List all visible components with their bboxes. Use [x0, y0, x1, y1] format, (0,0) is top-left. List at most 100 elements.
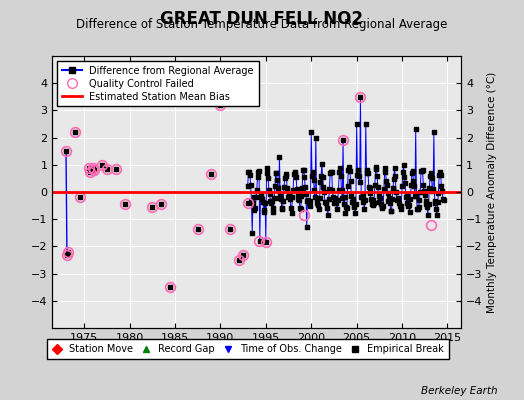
Point — [266, 198, 275, 204]
Point — [330, 200, 338, 206]
Point — [406, 209, 414, 215]
Point — [399, 162, 408, 168]
Y-axis label: Monthly Temperature Anomaly Difference (°C): Monthly Temperature Anomaly Difference (… — [487, 71, 497, 313]
Point — [412, 193, 421, 199]
Point — [335, 168, 343, 175]
Point — [313, 200, 322, 207]
Point — [331, 195, 339, 202]
Point — [390, 164, 399, 171]
Point — [89, 164, 97, 171]
Point — [307, 198, 315, 204]
Point — [394, 197, 402, 203]
Point — [392, 188, 400, 195]
Point — [250, 207, 259, 213]
Point — [268, 198, 276, 204]
Point — [402, 194, 410, 200]
Point — [289, 187, 297, 193]
Point — [286, 195, 294, 202]
Point — [333, 206, 341, 212]
Point — [317, 172, 325, 179]
Point — [263, 165, 271, 172]
Point — [295, 197, 303, 203]
Point — [392, 196, 401, 203]
Point — [157, 201, 166, 208]
Point — [360, 206, 368, 213]
Point — [270, 194, 278, 201]
Point — [271, 183, 279, 190]
Point — [427, 170, 435, 176]
Point — [311, 194, 319, 200]
Point — [256, 238, 264, 244]
Point — [413, 206, 421, 212]
Point — [409, 168, 417, 175]
Point — [379, 203, 387, 209]
Point — [244, 200, 252, 206]
Point — [336, 165, 344, 171]
Point — [319, 184, 328, 190]
Point — [321, 199, 330, 206]
Point — [353, 172, 362, 178]
Point — [356, 94, 365, 100]
Point — [411, 126, 420, 133]
Point — [310, 187, 319, 193]
Point — [329, 194, 337, 200]
Point — [351, 210, 359, 216]
Point — [432, 206, 440, 212]
Point — [372, 164, 380, 171]
Point — [253, 174, 261, 180]
Point — [305, 200, 313, 206]
Point — [268, 204, 277, 211]
Point — [293, 186, 301, 192]
Point — [435, 171, 443, 178]
Point — [345, 164, 353, 170]
Point — [374, 184, 382, 190]
Point — [367, 196, 375, 202]
Point — [62, 148, 70, 154]
Point — [288, 194, 297, 201]
Point — [303, 198, 312, 204]
Point — [307, 129, 315, 135]
Point — [193, 226, 202, 232]
Point — [273, 177, 281, 183]
Point — [421, 201, 430, 207]
Point — [405, 202, 413, 208]
Point — [419, 181, 428, 188]
Point — [389, 176, 398, 182]
Point — [320, 189, 329, 195]
Point — [297, 193, 305, 200]
Point — [414, 206, 422, 212]
Point — [423, 204, 431, 210]
Point — [326, 170, 334, 176]
Point — [282, 170, 290, 177]
Point — [410, 182, 418, 189]
Point — [325, 186, 334, 192]
Point — [414, 204, 423, 210]
Text: Difference of Station Temperature Data from Regional Average: Difference of Station Temperature Data f… — [77, 18, 447, 31]
Point — [350, 203, 358, 210]
Point — [285, 192, 293, 199]
Point — [420, 188, 428, 195]
Point — [244, 169, 253, 175]
Point — [397, 202, 406, 209]
Point — [98, 162, 106, 168]
Point — [293, 192, 302, 199]
Point — [401, 180, 409, 186]
Point — [370, 200, 378, 206]
Point — [386, 200, 394, 206]
Point — [296, 205, 304, 211]
Point — [75, 194, 84, 201]
Point — [387, 208, 395, 214]
Point — [261, 199, 269, 206]
Point — [316, 178, 324, 185]
Point — [377, 201, 385, 207]
Point — [324, 211, 332, 218]
Point — [387, 208, 396, 214]
Point — [287, 205, 295, 211]
Point — [318, 161, 326, 167]
Point — [260, 209, 268, 215]
Point — [364, 170, 372, 176]
Point — [409, 178, 418, 184]
Point — [216, 102, 225, 108]
Point — [324, 196, 333, 203]
Point — [436, 169, 444, 175]
